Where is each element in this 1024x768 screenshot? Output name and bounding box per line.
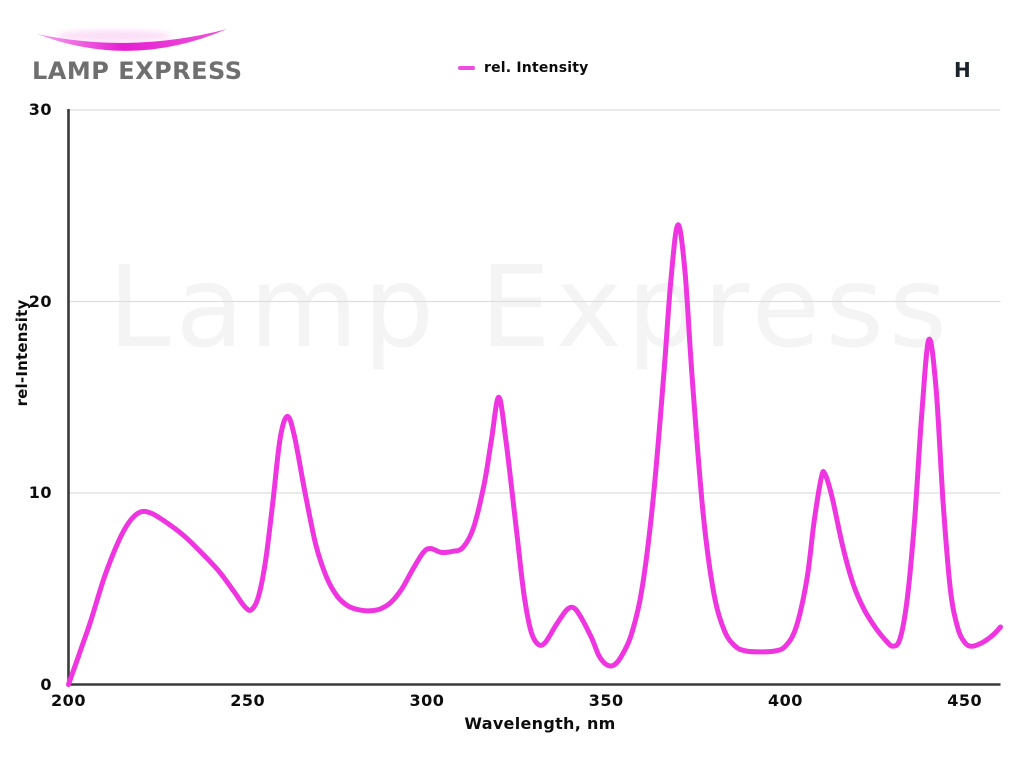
y-tick-label: 10 xyxy=(28,483,52,502)
chart-legend: rel. Intensity xyxy=(458,60,588,76)
y-axis-title: rel-Intensity xyxy=(13,299,31,407)
brand-logo: LAMP EXPRESS xyxy=(32,28,243,85)
watermark-text: Lamp Express xyxy=(108,243,953,373)
intensity-curve xyxy=(66,222,1003,687)
brand-swoosh-icon xyxy=(37,29,227,51)
x-tick-label: 200 xyxy=(51,691,86,710)
y-tick-label: 30 xyxy=(28,100,52,119)
x-tick-label: 450 xyxy=(947,691,983,710)
brand-name: LAMP EXPRESS xyxy=(32,57,243,85)
corner-mark: H xyxy=(954,58,971,82)
x-tick-label: 400 xyxy=(767,691,803,710)
legend-line-swatch xyxy=(458,66,475,70)
x-tick-label: 250 xyxy=(230,691,266,710)
y-tick-label: 0 xyxy=(40,674,52,694)
legend-label: rel. Intensity xyxy=(484,60,589,76)
x-axis-title: Wavelength, nm xyxy=(464,714,616,733)
y-tick-label: 20 xyxy=(28,291,52,311)
x-tick-label: 350 xyxy=(588,691,624,710)
x-tick-label: 300 xyxy=(409,691,445,710)
